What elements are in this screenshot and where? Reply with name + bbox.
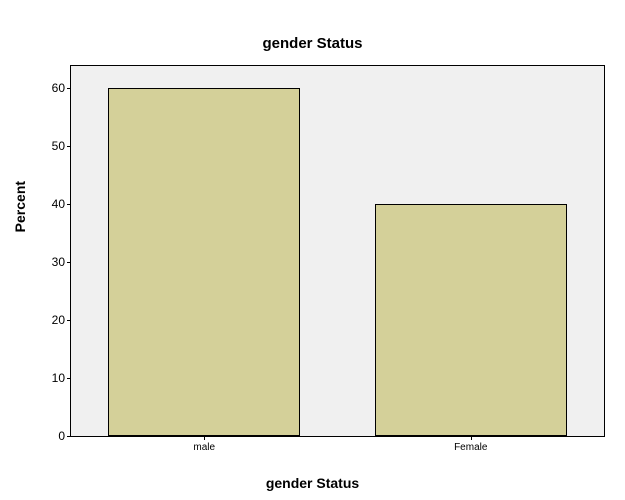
y-tick-label: 30 xyxy=(43,255,65,269)
y-tick xyxy=(67,204,71,205)
y-tick xyxy=(67,320,71,321)
y-tick-label: 50 xyxy=(43,139,65,153)
y-tick-label: 10 xyxy=(43,371,65,385)
y-tick-label: 20 xyxy=(43,313,65,327)
y-tick xyxy=(67,262,71,263)
x-tick xyxy=(471,436,472,440)
bar xyxy=(375,204,567,436)
y-tick xyxy=(67,146,71,147)
x-axis-label: gender Status xyxy=(266,475,359,491)
y-axis-label: Percent xyxy=(12,181,28,232)
x-tick xyxy=(204,436,205,440)
chart-title: gender Status xyxy=(262,35,362,52)
x-tick-label: male xyxy=(193,442,215,453)
plot-area: 0102030405060maleFemale xyxy=(70,65,605,437)
chart-container: gender Status 0102030405060maleFemale Pe… xyxy=(0,0,625,500)
y-tick-label: 0 xyxy=(43,429,65,443)
y-tick-label: 60 xyxy=(43,81,65,95)
y-tick xyxy=(67,378,71,379)
y-tick xyxy=(67,436,71,437)
y-tick xyxy=(67,88,71,89)
bar xyxy=(108,88,300,436)
x-tick-label: Female xyxy=(454,442,487,453)
y-tick-label: 40 xyxy=(43,197,65,211)
